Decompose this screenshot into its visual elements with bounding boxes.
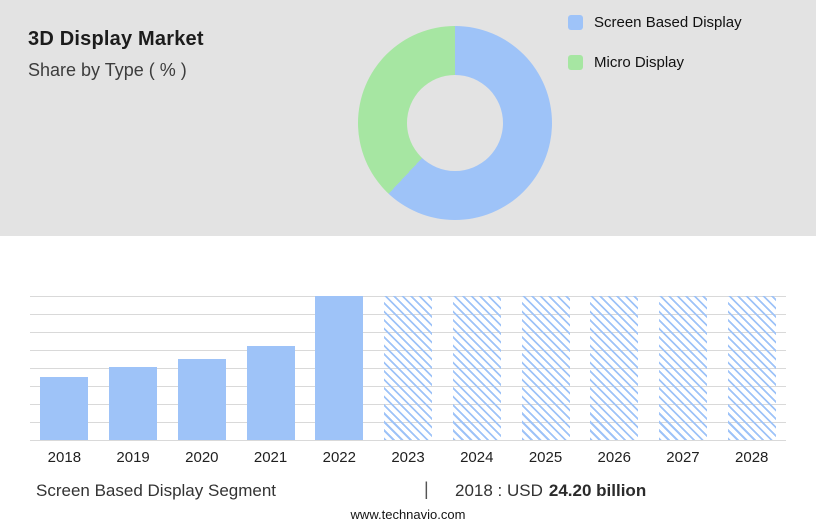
x-axis-label: 2025: [528, 449, 563, 466]
bar-column: [580, 296, 649, 440]
x-axis-label: 2026: [597, 449, 631, 466]
forecast-bar: [590, 296, 639, 440]
value-caption: 2018 : USD 24.20 billion: [455, 481, 646, 501]
value-bar: [109, 366, 158, 440]
forecast-bar: [727, 296, 776, 440]
donut-chart: [358, 26, 552, 220]
value-bar: [40, 376, 89, 440]
bar-column: [374, 296, 443, 440]
page-title: 3D Display Market: [28, 28, 204, 50]
bar-chart: [30, 296, 786, 441]
bar-column: [236, 296, 305, 440]
x-axis-label: 2028: [735, 449, 769, 466]
x-axis-labels: 2018 2019 2020 2021 2022 2023 2024 2025 2026 2027…: [30, 449, 786, 466]
forecast-bar: [658, 296, 707, 440]
forecast-bar: [384, 296, 433, 440]
legend-swatch: [568, 15, 583, 30]
x-axis-label: 2024: [460, 449, 494, 466]
value-caption-amount: 24.20 billion: [548, 481, 647, 500]
value-bar: [315, 296, 364, 440]
bar-column: [99, 296, 168, 440]
page-subtitle: Share by Type ( % ): [28, 60, 187, 80]
x-axis-label: 2021: [253, 449, 288, 466]
legend-swatch: [568, 55, 583, 70]
bar-columns: [30, 296, 786, 440]
forecast-bar: [521, 296, 570, 440]
legend-item-screen-based: Screen Based Display: [568, 14, 742, 31]
bar-column: [717, 296, 786, 440]
header-panel: 3D Display Market Share by Type ( % ) Sc…: [0, 0, 816, 236]
x-axis-label: 2020: [185, 449, 219, 466]
segment-caption: Screen Based Display Segment: [36, 481, 277, 500]
legend-label: Micro Display: [594, 54, 685, 71]
caption-separator: |: [424, 479, 429, 499]
legend-item-micro: Micro Display: [568, 54, 742, 71]
forecast-bar: [452, 296, 501, 440]
bar-column: [649, 296, 718, 440]
title-block: 3D Display Market Share by Type ( % ): [28, 28, 204, 81]
value-caption-prefix: 2018 : USD: [455, 481, 543, 500]
donut-hole: [407, 75, 503, 171]
value-bar: [246, 346, 295, 440]
bar-column: [511, 296, 580, 440]
x-axis-label: 2027: [666, 449, 700, 466]
x-axis-label: 2019: [116, 449, 150, 466]
bar-column: [305, 296, 374, 440]
value-bar: [177, 359, 226, 440]
bar-column: [442, 296, 511, 440]
legend: Screen Based Display Micro Display: [568, 14, 742, 94]
website-url: www.technavio.com: [350, 507, 466, 522]
x-axis-label: 2023: [391, 449, 425, 466]
legend-label: Screen Based Display: [594, 14, 742, 31]
bar-column: [167, 296, 236, 440]
bar-column: [30, 296, 99, 440]
x-axis-label: 2022: [322, 449, 356, 466]
x-axis-label: 2018: [47, 449, 82, 466]
